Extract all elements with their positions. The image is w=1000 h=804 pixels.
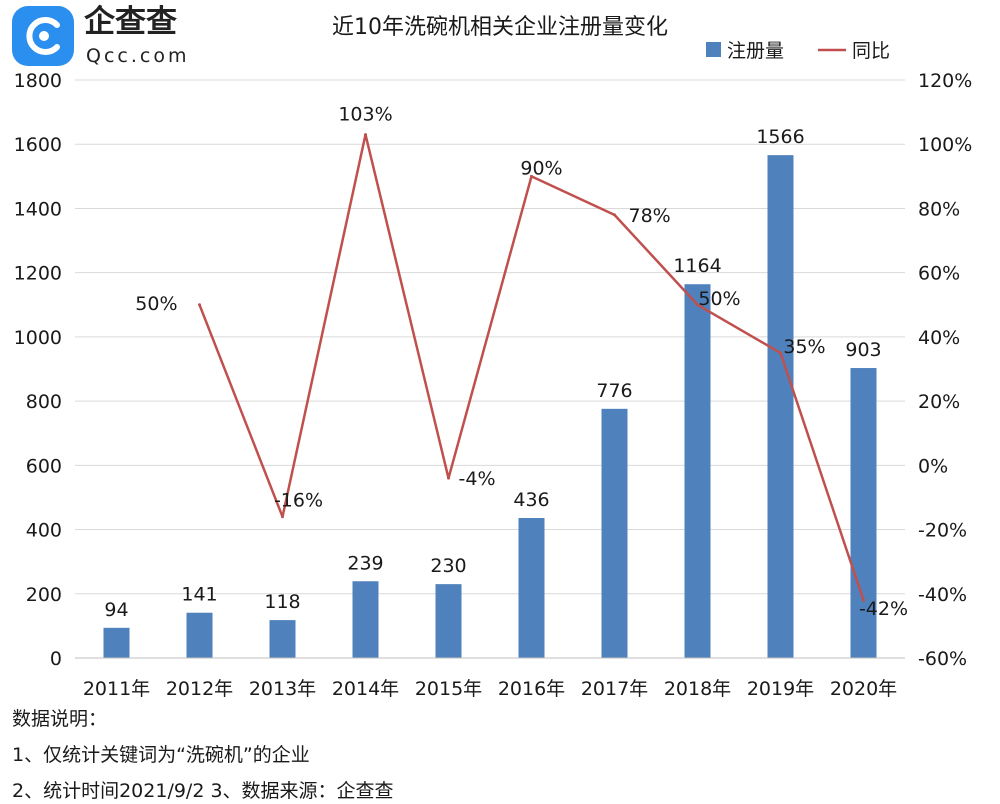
x-tick-label: 2017年 bbox=[581, 678, 648, 700]
bar bbox=[103, 627, 130, 658]
x-tick-label: 2016年 bbox=[498, 678, 565, 700]
bar-value-label: 141 bbox=[181, 584, 217, 606]
notes-line-2: 2、统计时间2021/9/2 3、数据来源：企查查 bbox=[12, 780, 394, 802]
logo-dot-icon bbox=[39, 31, 49, 41]
y-left-tick-label: 400 bbox=[26, 520, 62, 542]
qcc-logo: 企查查 Qcc.com bbox=[12, 4, 189, 67]
y-axis-left: 0 200 400 600 800 1000 1200 1400 1600 1800 bbox=[14, 70, 62, 670]
y-left-tick-label: 600 bbox=[26, 455, 62, 477]
y-left-tick-label: 1000 bbox=[14, 327, 62, 349]
y-left-tick-label: 1200 bbox=[14, 263, 62, 285]
bar-value-label: 776 bbox=[596, 380, 632, 402]
x-tick-label: 2012年 bbox=[166, 678, 233, 700]
bar bbox=[518, 517, 545, 658]
chart-title: 近10年洗碗机相关企业注册量变化 bbox=[332, 15, 668, 40]
bar bbox=[601, 408, 628, 658]
bar-value-label: 1164 bbox=[673, 255, 721, 277]
y-left-tick-label: 1800 bbox=[14, 70, 62, 92]
bar bbox=[186, 612, 213, 658]
bar-value-label: 436 bbox=[513, 489, 549, 511]
y-right-tick-label: 100% bbox=[918, 134, 972, 156]
yoy-point bbox=[198, 303, 201, 307]
y-right-tick-label: 80% bbox=[918, 198, 960, 220]
yoy-point bbox=[281, 515, 284, 519]
x-axis: 2011年 2012年 2013年 2014年 2015年 2016年 2017年 2018年… bbox=[75, 657, 905, 700]
yoy-point bbox=[779, 351, 782, 355]
yoy-value-label: 90% bbox=[520, 157, 562, 179]
yoy-point bbox=[364, 133, 367, 137]
y-left-tick-label: 0 bbox=[50, 648, 62, 670]
logo-c-icon bbox=[26, 17, 60, 55]
bar bbox=[352, 581, 379, 658]
notes-line-1: 1、仅统计关键词为“洗碗机”的企业 bbox=[12, 744, 310, 766]
yoy-value-label: 78% bbox=[629, 205, 671, 227]
bar bbox=[684, 284, 711, 658]
x-tick-label: 2014年 bbox=[332, 678, 399, 700]
yoy-value-label: -16% bbox=[274, 490, 323, 512]
y-left-tick-label: 1600 bbox=[14, 134, 62, 156]
notes-heading: 数据说明： bbox=[12, 708, 108, 730]
y-left-tick-label: 800 bbox=[26, 391, 62, 413]
bar-value-label: 94 bbox=[104, 599, 128, 621]
y-left-tick-label: 200 bbox=[26, 584, 62, 606]
yoy-value-label: 35% bbox=[783, 336, 825, 358]
y-right-tick-label: 0% bbox=[918, 455, 948, 477]
y-axis-right: -60% -40% -20% 0% 20% 40% 60% 80% 100% 120% bbox=[918, 70, 972, 670]
yoy-point bbox=[613, 213, 616, 217]
x-tick-label: 2019年 bbox=[747, 678, 814, 700]
legend-bar-swatch bbox=[706, 42, 721, 57]
y-right-tick-label: 20% bbox=[918, 391, 960, 413]
data-labels: 94 141 118 239 230 436 776 1164 1566 903 50% -16% 10… bbox=[104, 104, 908, 621]
logo-domain: Qcc.com bbox=[86, 45, 189, 67]
y-right-tick-label: -20% bbox=[918, 520, 967, 542]
y-right-tick-label: -60% bbox=[918, 648, 967, 670]
y-right-tick-label: 40% bbox=[918, 327, 960, 349]
x-tick-label: 2013年 bbox=[249, 678, 316, 700]
yoy-point bbox=[696, 303, 699, 307]
bar bbox=[850, 368, 877, 658]
y-right-tick-label: -40% bbox=[918, 584, 967, 606]
bar-value-label: 903 bbox=[845, 339, 881, 361]
bar-value-label: 230 bbox=[430, 555, 466, 577]
bar bbox=[767, 155, 794, 658]
logo-name: 企查查 bbox=[84, 4, 177, 40]
legend-label-yoy: 同比 bbox=[852, 40, 890, 62]
legend: 注册量 同比 bbox=[706, 40, 890, 62]
bar-value-label: 239 bbox=[347, 552, 383, 574]
y-right-tick-label: 120% bbox=[918, 70, 972, 92]
x-tick-label: 2020年 bbox=[830, 678, 897, 700]
yoy-value-label: 103% bbox=[338, 104, 392, 126]
yoy-point bbox=[447, 476, 450, 480]
x-tick-label: 2011年 bbox=[83, 678, 150, 700]
y-right-tick-label: 60% bbox=[918, 263, 960, 285]
bar bbox=[435, 584, 462, 658]
yoy-value-label: -42% bbox=[859, 598, 908, 620]
bar-value-label: 1566 bbox=[756, 126, 804, 148]
bar-value-label: 118 bbox=[264, 591, 300, 613]
x-tick-label: 2018年 bbox=[664, 678, 731, 700]
x-tick-label: 2015年 bbox=[415, 678, 482, 700]
yoy-point bbox=[530, 174, 533, 178]
legend-label-registrations: 注册量 bbox=[727, 40, 784, 62]
bars bbox=[103, 155, 877, 658]
yoy-point bbox=[862, 598, 865, 602]
gridlines bbox=[75, 79, 905, 595]
bar bbox=[269, 620, 296, 658]
yoy-line bbox=[198, 133, 865, 602]
yoy-value-label: 50% bbox=[698, 288, 740, 310]
yoy-value-label: -4% bbox=[459, 468, 496, 490]
y-left-tick-label: 1400 bbox=[14, 198, 62, 220]
yoy-value-label: 50% bbox=[135, 293, 177, 315]
